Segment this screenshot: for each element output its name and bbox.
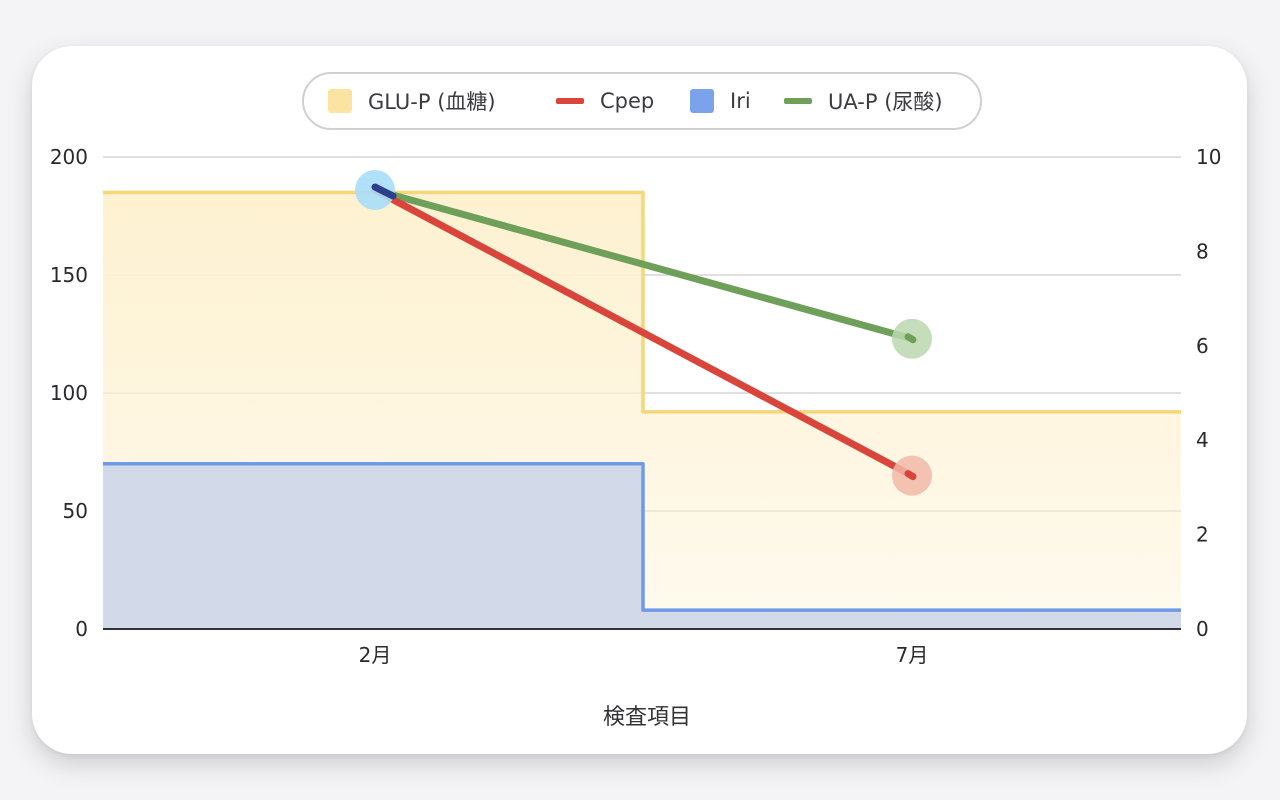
legend-swatch-ua [784,98,812,104]
ua-line-end [904,333,917,344]
legend-item-iri[interactable]: Iri [690,74,751,128]
left-tick-label: 200 [50,145,88,169]
left-tick-label: 100 [50,381,88,405]
right-tick-label: 8 [1196,239,1209,263]
legend-swatch-cpep [556,98,584,104]
left-tick-label: 50 [63,499,88,523]
ua-line [371,186,916,343]
legend-item-cpep[interactable]: Cpep [556,74,654,128]
legend-label-glu: GLU-P (血糖) [368,90,496,114]
right-tick-label: 6 [1196,334,1209,358]
legend-label-ua: UA-P (尿酸) [828,90,943,114]
legend-item-glu[interactable]: GLU-P (血糖) [328,74,496,128]
right-tick-label: 10 [1196,145,1221,169]
legend-swatch-iri [690,89,714,113]
left-tick-label: 0 [75,617,88,641]
line-series [355,170,932,496]
legend-swatch-glu [328,89,352,113]
left-tick-label: 150 [50,263,88,287]
area-series [103,190,1181,629]
highlight-line-stub [371,183,397,200]
cpep-line-end [904,470,917,481]
x-tick-label: 2月 [359,643,392,667]
legend-item-ua[interactable]: UA-P (尿酸) [784,74,943,128]
iri-step-area-edge [103,462,1181,612]
x-tick-label: 7月 [896,643,929,667]
cpep-line [371,186,916,480]
x-axis-title: 検査項目 [603,705,691,730]
legend-label-iri: Iri [730,89,751,113]
right-tick-label: 0 [1196,617,1209,641]
right-tick-label: 2 [1196,523,1209,547]
tick-labels: 0 50 100 150 200 0 2 4 6 8 10 2月 7月 [50,145,1222,667]
legend: GLU-P (血糖) Cpep Iri UA-P (尿酸) [302,72,982,130]
right-tick-label: 4 [1196,428,1209,452]
legend-label-cpep: Cpep [600,89,655,113]
